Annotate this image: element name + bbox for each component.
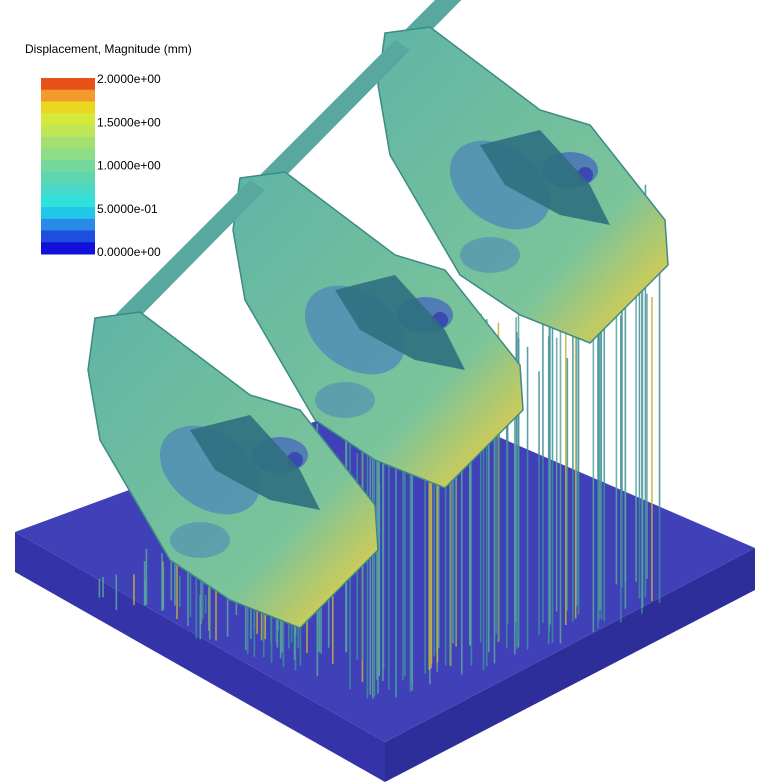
stress-zone <box>460 237 520 273</box>
plate-left-face <box>15 532 385 782</box>
color-band <box>41 183 95 196</box>
color-band <box>41 136 95 149</box>
legend-label: 1.0000e+00 <box>97 159 161 173</box>
color-bar <box>41 78 95 255</box>
legend-title: Displacement, Magnitude (mm) <box>25 42 192 56</box>
bracket <box>377 0 669 344</box>
legend-label: 1.5000e+00 <box>97 115 161 129</box>
color-band <box>41 195 95 208</box>
color-band <box>41 207 95 220</box>
bracket-rod <box>110 180 265 332</box>
color-band <box>41 89 95 102</box>
legend-label: 2.0000e+00 <box>97 72 161 86</box>
color-band <box>41 124 95 138</box>
color-band <box>41 148 95 161</box>
plate-right-face <box>385 548 755 782</box>
legend-label: 0.0000e+00 <box>97 245 161 259</box>
color-band <box>41 101 95 114</box>
stress-zone <box>315 382 375 418</box>
color-band <box>41 171 95 185</box>
bracket-rod <box>255 40 410 192</box>
parts <box>87 0 669 629</box>
legend: Displacement, Magnitude (mm) 2.0000e+00 1… <box>25 42 192 259</box>
color-band <box>41 78 95 91</box>
bracket <box>232 40 524 489</box>
color-band <box>41 113 95 126</box>
stress-zone <box>170 522 230 558</box>
bracket <box>87 180 379 629</box>
legend-label: 5.0000e-01 <box>97 202 158 216</box>
bracket-hole <box>335 275 465 370</box>
color-band <box>41 230 95 243</box>
bracket-hole <box>480 130 610 225</box>
color-band <box>41 218 95 232</box>
color-band <box>41 160 95 173</box>
color-band <box>41 242 95 255</box>
bracket-hole <box>190 415 320 510</box>
